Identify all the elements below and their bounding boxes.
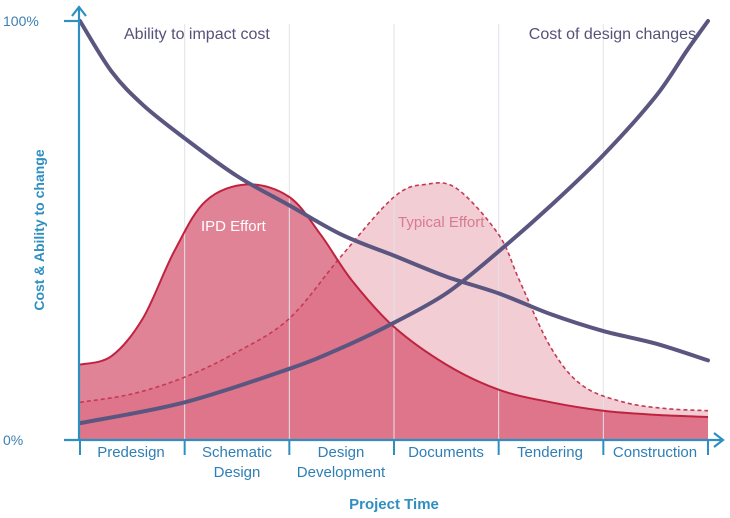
label-ipd-effort: IPD Effort [201,218,267,235]
x-axis-arrow [713,432,725,448]
typical-effort-line [79,182,709,412]
ipd-effort-area [80,184,708,440]
ipd-effort-line [79,183,709,418]
category-tendering: Tendering [517,444,583,461]
label-ability-to-impact-cost: Ability to impact cost [124,26,270,43]
cost-of-design-changes-line [78,19,710,426]
y-axis-title: Cost & Ability to change [31,149,47,310]
y-axis-arrow [71,5,87,17]
label-typical-effort: Typical Effort [398,214,485,231]
category-design-development: Design Development [297,444,386,481]
x-ticks [79,440,709,455]
ability-to-impact-cost-line [78,19,710,363]
category-construction: Construction [613,444,697,461]
y-tick-label-100: 100% [3,13,39,29]
category-schematic-design: Schematic Design [202,444,273,481]
y-tick-label-0: 0% [3,432,23,448]
x-axis-title: Project Time [349,496,439,513]
category-predesign: Predesign [97,444,165,461]
category-documents: Documents [408,444,484,461]
label-cost-of-design-changes: Cost of design changes [529,26,696,43]
